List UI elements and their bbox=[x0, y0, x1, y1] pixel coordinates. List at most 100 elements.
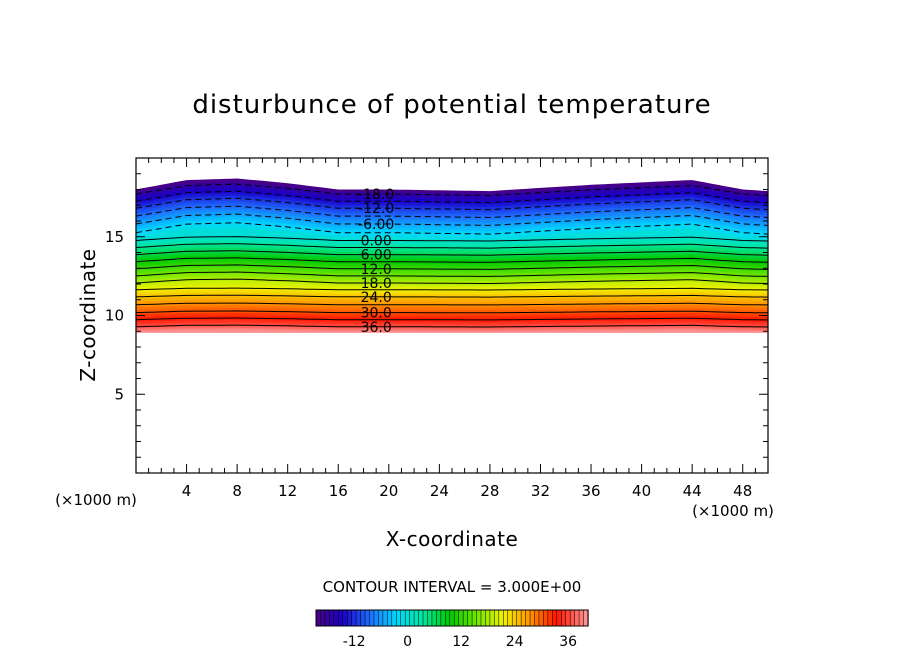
y-tick-label: 10 bbox=[105, 307, 124, 325]
colorbar-cell bbox=[413, 609, 420, 627]
colorbar-cell bbox=[431, 609, 438, 627]
colorbar-cell bbox=[436, 609, 442, 627]
contour-label: 0.00 bbox=[361, 233, 392, 249]
colorbar-cell bbox=[534, 609, 540, 627]
colorbar-cell bbox=[458, 609, 464, 627]
colorbar-cell bbox=[324, 609, 331, 627]
x-tick-label: 8 bbox=[232, 482, 242, 500]
contour-line bbox=[136, 310, 768, 314]
colorbar-cell bbox=[449, 609, 455, 627]
colorbar-cell bbox=[538, 609, 545, 627]
contour-line bbox=[136, 294, 768, 298]
colorbar-cell bbox=[467, 609, 473, 627]
y-axis-label: Z-coordinate bbox=[76, 248, 100, 381]
colorbar-cell bbox=[507, 609, 513, 627]
x-unit-left: (×1000 m) bbox=[55, 491, 137, 509]
x-axis-ticks bbox=[148, 158, 756, 473]
contour-line bbox=[136, 302, 768, 306]
colorbar-cell bbox=[440, 609, 446, 627]
contour-line bbox=[136, 324, 768, 328]
contour-line bbox=[136, 278, 768, 284]
colorbar-cell bbox=[329, 609, 335, 627]
colorbar-cell bbox=[364, 609, 371, 627]
contour-labels: -18.0-12.0-6.000.006.0012.018.024.030.03… bbox=[358, 187, 394, 336]
x-tick-label: 12 bbox=[278, 482, 297, 500]
colorbar-cell bbox=[578, 609, 585, 627]
colorbar-cell bbox=[346, 609, 353, 627]
contour-line bbox=[136, 264, 768, 270]
contour-line bbox=[136, 317, 768, 321]
colorbar-cell bbox=[565, 609, 571, 627]
colorbar-cell bbox=[400, 609, 406, 627]
colorbar-cell bbox=[338, 609, 344, 627]
contour-label: 36.0 bbox=[361, 320, 392, 336]
contour-bands bbox=[136, 178, 768, 333]
contour-line bbox=[136, 271, 768, 277]
colorbar-cell bbox=[471, 609, 478, 627]
colorbar-tick-label: 36 bbox=[559, 634, 577, 650]
colorbar-cell bbox=[560, 609, 567, 627]
colorbar-cell bbox=[556, 609, 562, 627]
contour-line bbox=[136, 257, 768, 263]
x-tick-label: 32 bbox=[531, 482, 550, 500]
colorbar-cell bbox=[574, 609, 580, 627]
contour-interval-label: CONTOUR INTERVAL = 3.000E+00 bbox=[323, 578, 582, 596]
colorbar-cell bbox=[351, 609, 357, 627]
y-tick-label: 5 bbox=[114, 385, 124, 403]
colorbar-cell bbox=[373, 609, 380, 627]
colorbar-cell bbox=[547, 609, 553, 627]
colorbar bbox=[315, 609, 589, 627]
colorbar-cell bbox=[391, 609, 397, 627]
x-unit-right: (×1000 m) bbox=[692, 502, 774, 520]
colorbar-cell bbox=[445, 609, 451, 627]
x-tick-label: 4 bbox=[182, 482, 192, 500]
x-tick-label: 48 bbox=[733, 482, 752, 500]
colorbar-tick-labels: -12 0 12 24 36 bbox=[343, 634, 577, 650]
colorbar-cell bbox=[462, 609, 469, 627]
colorbar-frame bbox=[315, 609, 589, 627]
colorbar-cell bbox=[333, 609, 339, 627]
colorbar-cell bbox=[552, 609, 558, 627]
colorbar-cell bbox=[315, 609, 322, 627]
colorbar-cell bbox=[378, 609, 384, 627]
contour-band bbox=[136, 329, 768, 333]
colorbar-cell bbox=[520, 609, 527, 627]
colorbar-cell bbox=[516, 609, 522, 627]
contour-label: 6.00 bbox=[361, 248, 392, 264]
colorbar-cell bbox=[511, 609, 518, 627]
colorbar-cell bbox=[369, 609, 375, 627]
contour-lines bbox=[136, 183, 768, 328]
colorbar-cell bbox=[396, 609, 402, 627]
colorbar-cell bbox=[494, 609, 500, 627]
chart-title: disturbunce of potential temperature bbox=[192, 90, 711, 120]
colorbar-cell bbox=[342, 609, 348, 627]
contour-label: 12.0 bbox=[361, 262, 392, 278]
contour-line bbox=[136, 243, 768, 249]
contour-label: 24.0 bbox=[361, 290, 392, 306]
colorbar-cell bbox=[387, 609, 393, 627]
colorbar-cell bbox=[503, 609, 509, 627]
contour-line bbox=[136, 287, 768, 291]
colorbar-cell bbox=[529, 609, 536, 627]
colorbar-cell bbox=[404, 609, 411, 627]
colorbar-cell bbox=[498, 609, 504, 627]
contour-label: -12.0 bbox=[358, 201, 394, 217]
x-tick-label: 40 bbox=[632, 482, 651, 500]
colorbar-cell bbox=[360, 609, 366, 627]
x-tick-label: 28 bbox=[480, 482, 499, 500]
x-tick-label: 24 bbox=[430, 482, 449, 500]
colorbar-tick-label: 12 bbox=[452, 634, 470, 650]
colorbar-cell bbox=[485, 609, 491, 627]
x-tick-label: 20 bbox=[379, 482, 398, 500]
colorbar-cell bbox=[422, 609, 429, 627]
contour-label: 18.0 bbox=[361, 276, 392, 292]
colorbar-cell bbox=[453, 609, 460, 627]
colorbar-cell bbox=[569, 609, 576, 627]
colorbar-cell bbox=[320, 609, 326, 627]
colorbar-cell bbox=[476, 609, 482, 627]
x-axis-label: X-coordinate bbox=[386, 527, 519, 551]
colorbar-tick-label: -12 bbox=[343, 634, 366, 650]
colorbar-cell bbox=[543, 609, 549, 627]
x-tick-label: 44 bbox=[683, 482, 702, 500]
colorbar-tick-label: 0 bbox=[403, 634, 412, 650]
